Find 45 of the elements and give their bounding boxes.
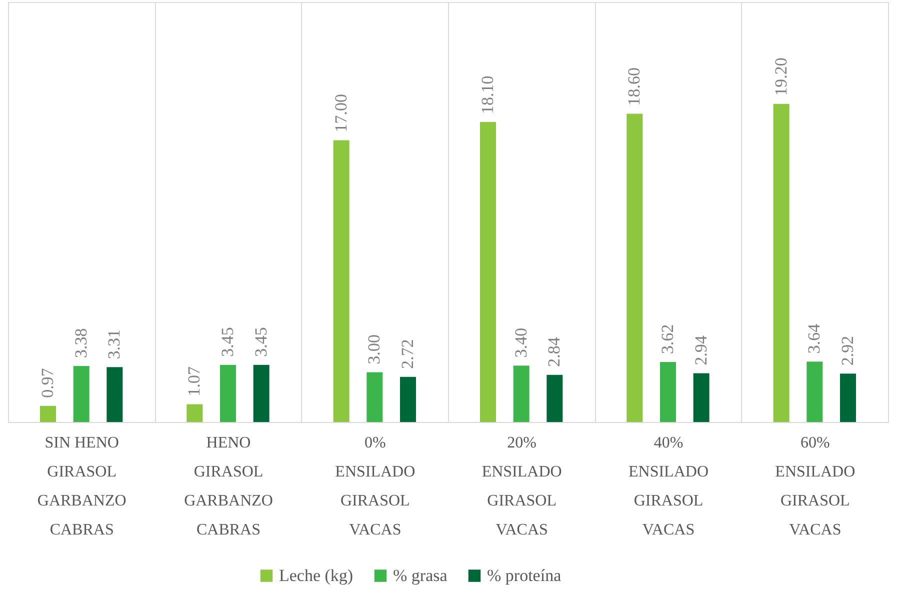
legend-label: % proteína — [487, 566, 562, 585]
data-label: 3.31 — [104, 329, 124, 360]
data-label: 3.38 — [71, 328, 90, 358]
data-label: 2.72 — [398, 339, 417, 369]
data-label: 2.92 — [838, 336, 857, 366]
data-label: 3.45 — [218, 327, 237, 357]
bar — [660, 362, 676, 422]
data-label: 17.00 — [331, 94, 350, 132]
data-label: 0.97 — [38, 368, 57, 398]
data-label: 18.60 — [624, 68, 644, 106]
bar — [220, 364, 236, 422]
bar — [513, 366, 530, 422]
bar — [366, 372, 383, 422]
bar — [626, 114, 643, 422]
x-tick-label: 60% ENSILADO GIRASOL VACAS — [775, 434, 856, 538]
bar — [480, 122, 496, 422]
bar — [840, 374, 856, 422]
bar — [186, 404, 203, 422]
data-label: 3.45 — [251, 327, 270, 357]
legend-label: % grasa — [393, 566, 448, 585]
bar — [333, 140, 350, 422]
bar — [40, 406, 56, 422]
data-label: 2.94 — [691, 335, 710, 366]
bar — [693, 373, 710, 422]
bar — [73, 366, 90, 422]
x-tick-label: SIN HENO GIRASOL GARBANZO CABRAS — [37, 434, 126, 538]
data-label: 3.64 — [804, 323, 824, 354]
data-label: 3.62 — [658, 324, 677, 354]
legend-label: Leche (kg) — [279, 566, 354, 585]
x-tick-label: 40% ENSILADO GIRASOL VACAS — [628, 434, 708, 538]
x-tick-label: 0% ENSILADO GIRASOL VACAS — [335, 434, 416, 538]
bar — [806, 362, 823, 422]
x-tick-label: 20% ENSILADO GIRASOL VACAS — [482, 434, 562, 538]
bar — [253, 364, 270, 422]
x-tick-label: HENO GIRASOL GARBANZO CABRAS — [184, 434, 273, 538]
data-label: 1.07 — [184, 366, 204, 396]
bar — [546, 374, 563, 422]
bar — [400, 376, 416, 422]
data-label: 19.20 — [771, 58, 790, 96]
data-label: 3.40 — [511, 328, 530, 358]
data-label: 3.00 — [364, 334, 384, 364]
bar — [106, 367, 123, 422]
data-label: 2.84 — [544, 336, 564, 367]
data-label: 18.10 — [478, 76, 497, 114]
bar — [773, 104, 790, 422]
